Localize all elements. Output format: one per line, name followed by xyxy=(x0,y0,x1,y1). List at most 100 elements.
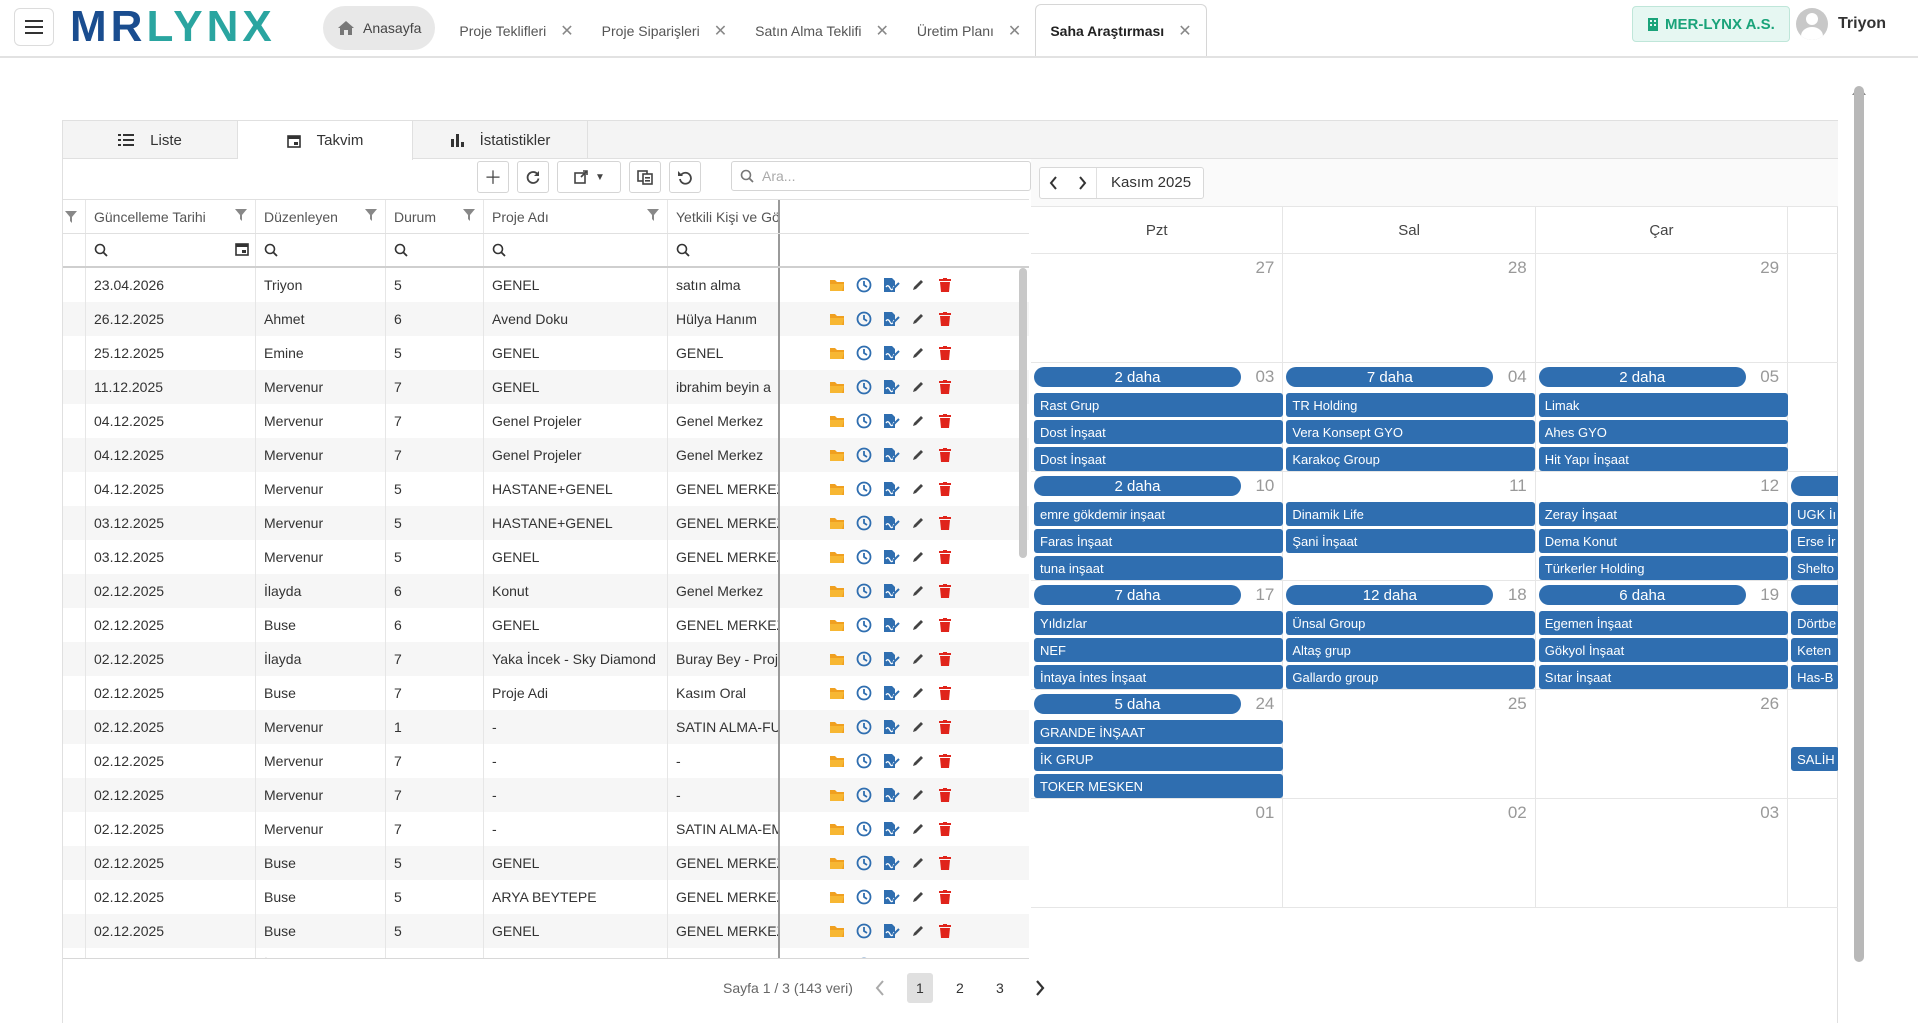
month-label[interactable]: Kasım 2025 xyxy=(1096,167,1203,198)
calendar-day[interactable] xyxy=(1788,254,1838,362)
more-events-button[interactable]: 7 daha xyxy=(1034,585,1241,605)
history-icon[interactable] xyxy=(855,718,873,736)
calendar-event[interactable]: Hit Yapı İnşaat xyxy=(1538,447,1788,471)
signature-icon[interactable] xyxy=(882,786,900,804)
close-icon[interactable]: ✕ xyxy=(560,23,574,40)
calendar-day[interactable]: 28 xyxy=(1283,254,1536,362)
user-menu[interactable]: Triyon xyxy=(1796,6,1886,42)
calendar-event[interactable]: İK GRUP xyxy=(1034,747,1283,771)
pencil-icon[interactable] xyxy=(909,650,927,668)
pencil-icon[interactable] xyxy=(909,752,927,770)
pencil-icon[interactable] xyxy=(909,412,927,430)
history-icon[interactable] xyxy=(855,310,873,328)
tab-saha-arastirmasi[interactable]: Saha Araştırması ✕ xyxy=(1035,4,1207,56)
signature-icon[interactable] xyxy=(882,480,900,498)
more-events-button[interactable] xyxy=(1791,476,1838,496)
page-1-button[interactable]: 1 xyxy=(906,973,933,1003)
grid-scrollbar[interactable] xyxy=(1019,268,1027,558)
table-row[interactable]: 03.12.2025 Mervenur 5 HASTANE+GENEL GENEL ME… xyxy=(63,506,1029,540)
reset-button[interactable] xyxy=(669,161,701,193)
table-row[interactable]: 04.12.2025 Mervenur 7 Genel Projeler Genel M… xyxy=(63,438,1029,472)
pencil-icon[interactable] xyxy=(909,276,927,294)
trash-icon[interactable] xyxy=(936,412,954,430)
calendar-event[interactable]: TOKER MESKEN xyxy=(1034,774,1283,798)
calendar-event[interactable]: SALİH xyxy=(1791,747,1838,771)
calendar-event[interactable]: Erse İr xyxy=(1791,529,1838,553)
close-icon[interactable]: ✕ xyxy=(875,23,889,40)
calendar-event[interactable]: TR Holding xyxy=(1286,393,1536,417)
calendar-day[interactable]: 25 xyxy=(1283,690,1536,798)
signature-icon[interactable] xyxy=(882,820,900,838)
folder-icon[interactable] xyxy=(828,786,846,804)
column-header[interactable]: Düzenleyen xyxy=(256,200,386,233)
calendar-day[interactable]: SALİH xyxy=(1788,690,1838,798)
more-events-button[interactable]: 2 daha xyxy=(1034,476,1241,496)
trash-icon[interactable] xyxy=(936,786,954,804)
tab-home[interactable]: Anasayfa xyxy=(323,6,436,50)
calendar-event[interactable]: emre gökdemir inşaat xyxy=(1034,502,1283,526)
trash-icon[interactable] xyxy=(936,276,954,294)
folder-icon[interactable] xyxy=(828,650,846,668)
trash-icon[interactable] xyxy=(936,684,954,702)
table-row[interactable]: 02.12.2025 İlayda 6 Konut Genel Merkez xyxy=(63,574,1029,608)
pencil-icon[interactable] xyxy=(909,344,927,362)
pencil-icon[interactable] xyxy=(909,514,927,532)
table-row[interactable]: 23.04.2026 Triyon 5 GENEL satın alma xyxy=(63,268,1029,302)
pencil-icon[interactable] xyxy=(909,310,927,328)
pencil-icon[interactable] xyxy=(909,548,927,566)
calendar-day[interactable]: 24 5 daha GRANDE İNŞAAT İK GRUP TOKER MESKEN xyxy=(1031,690,1284,798)
filter-icon[interactable] xyxy=(63,200,86,233)
signature-icon[interactable] xyxy=(882,276,900,294)
more-events-button[interactable]: 12 daha xyxy=(1286,585,1494,605)
trash-icon[interactable] xyxy=(936,514,954,532)
column-chooser-button[interactable] xyxy=(629,161,661,193)
calendar-event[interactable]: Shelto xyxy=(1791,556,1838,580)
table-row[interactable]: 02.12.2025 Buse 5 GENEL GENEL MERKEZ xyxy=(63,846,1029,880)
calendar-event[interactable]: Gallardo group xyxy=(1286,665,1536,689)
signature-icon[interactable] xyxy=(882,310,900,328)
pencil-icon[interactable] xyxy=(909,378,927,396)
pencil-icon[interactable] xyxy=(909,888,927,906)
pencil-icon[interactable] xyxy=(909,820,927,838)
table-row[interactable]: 26.12.2025 Ahmet 6 Avend Doku Hülya Hanım xyxy=(63,302,1029,336)
filter-cell[interactable] xyxy=(484,234,668,266)
calendar-event[interactable]: tuna inşaat xyxy=(1034,556,1283,580)
calendar-day[interactable]: 03 2 daha Rast Grup Dost İnşaat Dost İnşaat xyxy=(1031,363,1284,471)
next-month-button[interactable] xyxy=(1068,168,1096,198)
tab-uretim-plani[interactable]: Üretim Planı ✕ xyxy=(903,6,1035,56)
folder-icon[interactable] xyxy=(828,718,846,736)
trash-icon[interactable] xyxy=(936,344,954,362)
history-icon[interactable] xyxy=(855,922,873,940)
trash-icon[interactable] xyxy=(936,718,954,736)
calendar-day[interactable]: 19 6 daha Egemen İnşaat Gökyol İnşaat Sıtar … xyxy=(1536,581,1789,689)
calendar-event[interactable]: Türkerler Holding xyxy=(1538,556,1788,580)
signature-icon[interactable] xyxy=(882,854,900,872)
page-2-button[interactable]: 2 xyxy=(956,980,964,996)
tab-istatistikler[interactable]: İstatistikler xyxy=(413,121,588,159)
calendar-event[interactable]: Yıldızlar xyxy=(1034,611,1283,635)
pencil-icon[interactable] xyxy=(909,446,927,464)
prev-month-button[interactable] xyxy=(1040,168,1068,198)
calendar-event[interactable]: Ünsal Group xyxy=(1286,611,1536,635)
close-icon[interactable]: ✕ xyxy=(1178,22,1192,40)
history-icon[interactable] xyxy=(855,514,873,532)
trash-icon[interactable] xyxy=(936,650,954,668)
trash-icon[interactable] xyxy=(936,378,954,396)
calendar-event[interactable]: Keten xyxy=(1791,638,1838,662)
folder-icon[interactable] xyxy=(828,752,846,770)
search-input[interactable]: Ara... xyxy=(762,168,796,184)
tab-proje-teklifleri[interactable]: Proje Teklifleri ✕ xyxy=(445,6,587,56)
trash-icon[interactable] xyxy=(936,752,954,770)
signature-icon[interactable] xyxy=(882,922,900,940)
table-row[interactable]: 04.12.2025 Mervenur 5 HASTANE+GENEL GENEL ME… xyxy=(63,472,1029,506)
filter-icon[interactable] xyxy=(647,209,659,221)
trash-icon[interactable] xyxy=(936,616,954,634)
calendar-event[interactable]: Dörtbe xyxy=(1791,611,1838,635)
calendar-day[interactable] xyxy=(1788,363,1838,471)
signature-icon[interactable] xyxy=(882,616,900,634)
calendar-day[interactable]: 02 xyxy=(1283,799,1536,907)
table-row[interactable]: 02.12.2025 Buse 5 ARYA BEYTEPE GENEL MERKEZ xyxy=(63,880,1029,914)
trash-icon[interactable] xyxy=(936,854,954,872)
table-row[interactable]: 02.12.2025 Mervenur 1- SATIN ALMA-FU xyxy=(63,710,1029,744)
calendar-event[interactable]: NEF xyxy=(1034,638,1283,662)
